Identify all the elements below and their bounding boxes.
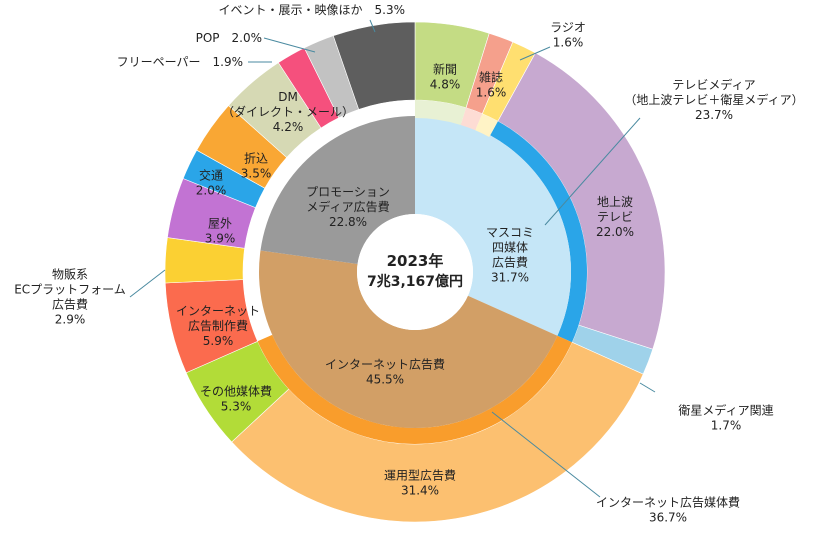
outer-label-0: 新聞 4.8% bbox=[430, 62, 461, 92]
outer-label-4-line-1: 1.7% bbox=[711, 419, 742, 433]
inner-label-0-line-3: 31.7% bbox=[491, 271, 529, 285]
outer-label-9-line-0: 屋外 bbox=[208, 217, 232, 231]
outer-label-5: 運用型広告費 31.4% bbox=[384, 468, 456, 498]
outer-label-5-line-0: 運用型広告費 bbox=[384, 468, 456, 483]
tint-band-1 bbox=[460, 107, 483, 131]
outer-label-14: POP 2.0% bbox=[196, 31, 262, 45]
outer-label-6-line-1: 5.3% bbox=[221, 400, 252, 414]
outer-label-7: インターネット広告制作費 5.9% bbox=[176, 304, 260, 348]
outer-label-5-line-1: 31.4% bbox=[401, 484, 439, 498]
outer-label-10-line-1: 2.0% bbox=[196, 184, 227, 198]
outer-label-13: フリーペーパー 1.9% bbox=[117, 55, 243, 69]
outer-label-8-line-2: 広告費 bbox=[52, 297, 88, 312]
inner-label-2: プロモーションメディア広告費 22.8% bbox=[306, 185, 390, 229]
inner-label-1: インターネット広告費 45.5% bbox=[325, 357, 445, 387]
outer-label-12-line-2: 4.2% bbox=[273, 120, 304, 134]
outer-label-3-line-0: 地上波 bbox=[597, 195, 633, 209]
outer-label-7-line-0: インターネット bbox=[176, 304, 260, 318]
inner-slice-2 bbox=[260, 116, 415, 265]
inner-label-0-line-2: 広告費 bbox=[492, 255, 528, 270]
outer-ring bbox=[164, 21, 666, 523]
center-label: 2023年 7兆3,167億円 bbox=[367, 252, 463, 290]
outer-label-8-line-1: ECプラットフォーム bbox=[14, 283, 126, 297]
donut-hole bbox=[357, 214, 473, 330]
inner-ring bbox=[258, 100, 571, 429]
bracket-ring bbox=[257, 121, 588, 444]
outer-label-1-line-0: 雑誌 bbox=[479, 70, 503, 85]
outer-label-3-line-1: テレビ bbox=[597, 210, 633, 224]
bracket-arc-0 bbox=[490, 121, 588, 343]
inner-slice-0 bbox=[415, 116, 571, 336]
bracket-label-0-line-2: 23.7% bbox=[695, 108, 733, 122]
inner-label-0: マスコミ四媒体広告費 31.7% bbox=[486, 226, 534, 285]
center-label-line-1: 7兆3,167億円 bbox=[367, 273, 463, 290]
outer-label-3: 地上波テレビ 22.0% bbox=[596, 195, 634, 239]
bracket-label-0-line-1: （地上波テレビ＋衛星メディア） bbox=[624, 92, 803, 107]
outer-label-14-line-0: POP 2.0% bbox=[196, 31, 262, 45]
bracket-arc-1 bbox=[257, 334, 572, 444]
outer-label-8: 物販系 ECプラットフォーム広告費 2.9% bbox=[14, 268, 126, 327]
outer-label-2-line-0: ラジオ bbox=[550, 21, 586, 35]
inner-label-2-line-0: プロモーション bbox=[306, 185, 390, 199]
outer-label-13-line-0: フリーペーパー 1.9% bbox=[117, 55, 243, 69]
outer-label-15: イベント・展示・映像ほか 5.3% bbox=[219, 3, 406, 17]
inner-label-2-line-2: 22.8% bbox=[329, 215, 367, 229]
labels: 新聞 4.8% 雑誌 1.6%ラジオ 1.6%地上波テレビ 22.0%衛星メディア関連 1.… bbox=[14, 3, 803, 525]
leader-line-0 bbox=[519, 46, 551, 61]
outer-label-6: その他媒体費 5.3% bbox=[200, 384, 272, 414]
outer-label-8-line-3: 2.9% bbox=[55, 313, 86, 327]
outer-label-0-line-0: 新聞 bbox=[433, 62, 457, 77]
bracket-label-0-line-0: テレビメディア bbox=[672, 77, 755, 92]
outer-label-15-line-0: イベント・展示・映像ほか 5.3% bbox=[219, 3, 406, 17]
outer-label-11-line-0: 折込 bbox=[244, 151, 268, 166]
outer-label-12-line-1: （ダイレクト・メール） bbox=[222, 104, 354, 119]
outer-label-4-line-0: 衛星メディア関連 bbox=[678, 403, 773, 418]
outer-label-1: 雑誌 1.6% bbox=[476, 70, 507, 100]
outer-label-7-line-1: 広告制作費 bbox=[188, 318, 248, 333]
outer-label-10: 交通 2.0% bbox=[196, 168, 227, 198]
outer-label-6-line-0: その他媒体費 bbox=[200, 384, 272, 399]
inner-label-2-line-1: メディア広告費 bbox=[306, 199, 389, 214]
leader-line-6 bbox=[544, 117, 641, 226]
leader-line-5 bbox=[369, 19, 376, 33]
outer-label-7-line-2: 5.9% bbox=[203, 334, 234, 348]
inner-label-0-line-1: 四媒体 bbox=[492, 241, 528, 255]
outer-label-10-line-0: 交通 bbox=[199, 168, 223, 183]
outer-label-9-line-1: 3.9% bbox=[205, 232, 236, 246]
inner-slice-1 bbox=[258, 250, 558, 429]
outer-label-3-line-2: 22.0% bbox=[596, 225, 634, 239]
leader-line-1 bbox=[639, 382, 656, 393]
leader-lines bbox=[129, 19, 656, 498]
outer-label-0-line-1: 4.8% bbox=[430, 78, 461, 92]
bracket-label-1-line-1: 36.7% bbox=[649, 511, 687, 525]
outer-label-9: 屋外 3.9% bbox=[205, 217, 236, 246]
leader-line-7 bbox=[491, 411, 601, 498]
outer-label-4: 衛星メディア関連 1.7% bbox=[678, 403, 773, 433]
outer-label-11-line-1: 3.5% bbox=[241, 167, 272, 181]
outer-label-11: 折込 3.5% bbox=[241, 151, 272, 181]
outer-label-1-line-1: 1.6% bbox=[476, 86, 507, 100]
outer-slice-15 bbox=[332, 21, 416, 110]
bracket-label-0: テレビメディア（地上波テレビ＋衛星メディア） 23.7% bbox=[624, 77, 803, 122]
inner-label-1-line-1: 45.5% bbox=[366, 373, 404, 387]
bracket-label-1: インターネット広告媒体費 36.7% bbox=[596, 495, 740, 525]
center-label-line-0: 2023年 bbox=[387, 252, 444, 270]
tint-band-0 bbox=[415, 100, 467, 125]
outer-label-2-line-1: 1.6% bbox=[553, 36, 584, 50]
leader-line-4 bbox=[263, 37, 316, 53]
leader-line-2 bbox=[129, 269, 166, 298]
inner-label-0-line-0: マスコミ bbox=[486, 226, 534, 240]
outer-label-2: ラジオ 1.6% bbox=[550, 21, 586, 50]
outer-label-12-line-0: DM bbox=[278, 90, 298, 104]
outer-label-8-line-0: 物販系 bbox=[52, 268, 88, 282]
bracket-label-1-line-0: インターネット広告媒体費 bbox=[596, 495, 740, 510]
outer-label-12: DM （ダイレクト・メール） 4.2% bbox=[222, 90, 354, 134]
inner-label-1-line-0: インターネット広告費 bbox=[325, 357, 445, 372]
tint-band-2 bbox=[475, 113, 498, 138]
